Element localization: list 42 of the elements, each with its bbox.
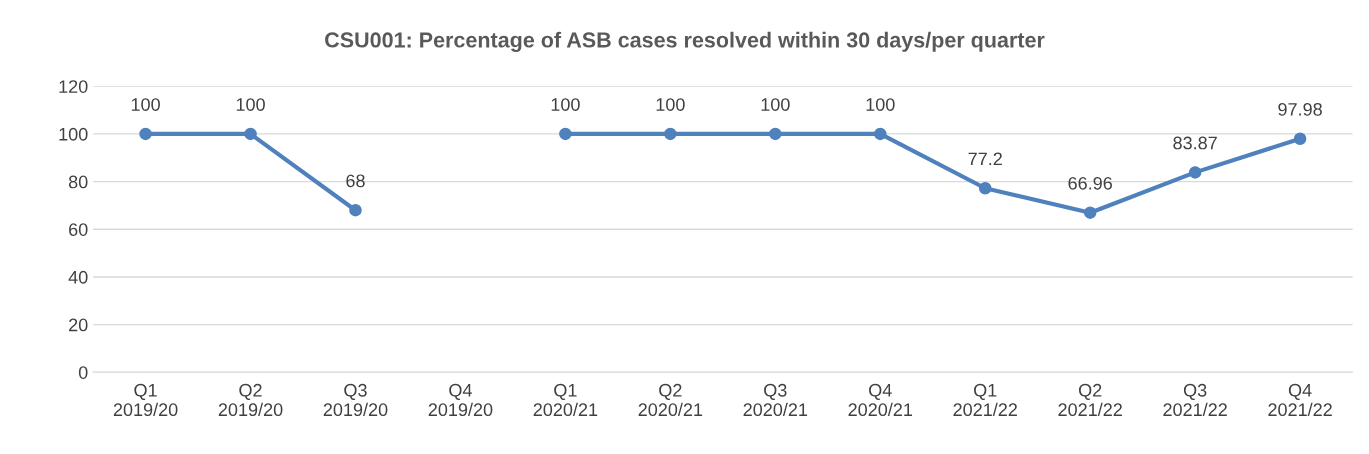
y-tick-label: 80 bbox=[68, 175, 88, 189]
data-label: 100 bbox=[656, 98, 685, 111]
point bbox=[244, 127, 257, 141]
point bbox=[664, 127, 677, 141]
x-tick-label: Q4 2020/21 bbox=[848, 383, 913, 417]
data-label: 100 bbox=[551, 98, 580, 111]
chart-title: CSU001: Percentage of ASB cases resolved within 30 days/per quarter bbox=[325, 31, 1045, 52]
point bbox=[1083, 206, 1097, 219]
data-label: 100 bbox=[236, 98, 265, 111]
y-tick-label: 120 bbox=[59, 80, 88, 93]
y-tick-label: 40 bbox=[68, 270, 88, 284]
data-label: 100 bbox=[761, 98, 790, 111]
y-tick-label: 100 bbox=[59, 127, 88, 141]
point bbox=[874, 127, 887, 141]
data-label: 100 bbox=[866, 98, 895, 111]
point bbox=[978, 182, 992, 195]
y-tick-label: 60 bbox=[69, 223, 88, 236]
data-label: 77.2 bbox=[968, 152, 1002, 166]
x-tick-label: Q4 2019/20 bbox=[428, 383, 493, 417]
data-label: 68 bbox=[346, 174, 365, 188]
y-tick-label: 0 bbox=[78, 366, 88, 379]
point bbox=[1188, 166, 1202, 179]
data-label: 97.98 bbox=[1278, 102, 1322, 116]
x-tick-label: Q2 2021/22 bbox=[1058, 383, 1122, 417]
x-tick-label: Q3 2019/20 bbox=[323, 383, 388, 417]
x-tick-label: Q2 2019/20 bbox=[218, 383, 283, 417]
x-tick-label: Q4 2021/22 bbox=[1268, 383, 1332, 417]
point bbox=[559, 127, 572, 141]
x-tick-label: Q3 2021/22 bbox=[1163, 383, 1227, 417]
point bbox=[349, 203, 362, 217]
x-tick-label: Q1 2019/20 bbox=[113, 383, 178, 417]
data-label: 66.96 bbox=[1068, 176, 1112, 190]
data-label: 83.87 bbox=[1173, 136, 1217, 150]
x-tick-label: Q1 2020/21 bbox=[533, 383, 598, 417]
point bbox=[1293, 132, 1307, 145]
x-tick-label: Q2 2020/21 bbox=[638, 383, 703, 417]
x-tick-label: Q1 2021/22 bbox=[953, 383, 1017, 417]
data-label: 100 bbox=[131, 98, 160, 111]
x-tick-label: Q3 2020/21 bbox=[743, 383, 808, 417]
point bbox=[139, 127, 152, 141]
y-tick-label: 20 bbox=[69, 318, 88, 332]
point bbox=[769, 127, 782, 141]
